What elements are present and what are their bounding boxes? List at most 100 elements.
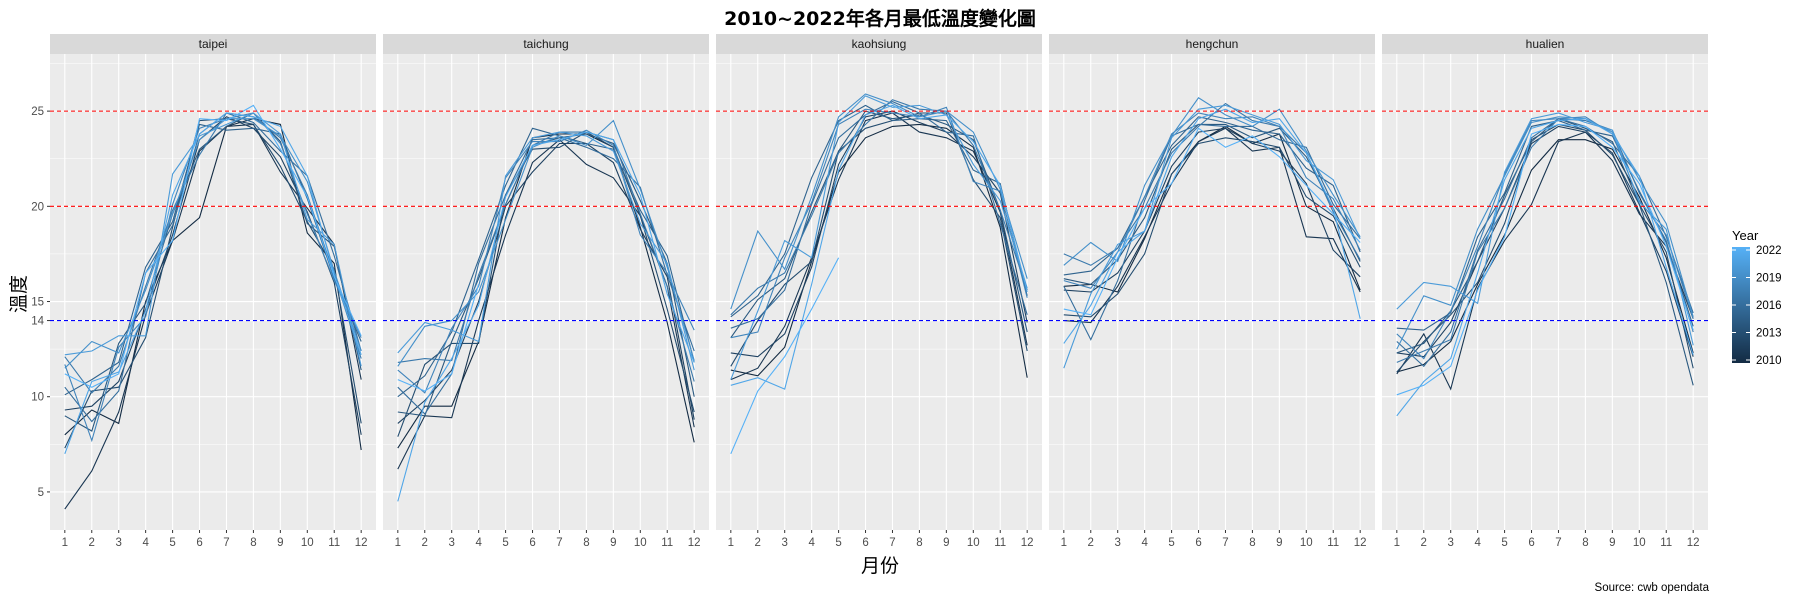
facet-strip-label: hengchun — [1186, 37, 1239, 51]
x-tick-label: 10 — [301, 537, 314, 549]
facet-strip-label: taipei — [199, 37, 228, 51]
series-line-2015 — [730, 104, 1028, 318]
facet-strip — [50, 34, 376, 54]
x-tick-label: 1 — [395, 537, 401, 549]
x-tick-label: 2 — [1421, 537, 1427, 549]
x-tick-label: 9 — [277, 537, 283, 549]
x-tick-label: 7 — [889, 537, 895, 549]
series-line-2011 — [1396, 131, 1694, 391]
x-tick-label: 9 — [1609, 537, 1615, 549]
x-tick-label: 8 — [1582, 537, 1588, 549]
y-axis-title: 溫度 — [8, 275, 30, 313]
series-line-2019 — [1063, 97, 1361, 266]
series-line-2021 — [64, 112, 362, 454]
series-line-2010 — [397, 133, 695, 449]
legend-title: Year — [1732, 228, 1759, 243]
series-line-2011 — [397, 138, 695, 470]
series-line-2022 — [730, 257, 840, 455]
legend-tick-label: 2013 — [1756, 328, 1782, 340]
y-tick-label: 15 — [31, 297, 44, 309]
series-line-2020 — [1063, 104, 1361, 369]
x-tick-label: 10 — [1633, 537, 1646, 549]
y-tick-label: 20 — [31, 201, 44, 213]
x-tick-label: 8 — [916, 537, 922, 549]
y-axis-ticks: 5 10 14 15 20 25 — [31, 106, 50, 499]
x-tick-label: 4 — [142, 537, 149, 549]
x-tick-label: 4 — [1474, 537, 1481, 549]
x-tick-label: 5 — [502, 537, 508, 549]
series-line-2021 — [730, 104, 1028, 390]
series-line-2022 — [397, 284, 480, 392]
facet-strip-label: kaohsiung — [852, 37, 907, 51]
series-line-2015 — [64, 123, 362, 396]
x-tick-label: 11 — [1327, 537, 1339, 549]
series-line-2020 — [730, 95, 1028, 380]
series-line-2019 — [730, 93, 1028, 310]
x-tick-label: 2 — [89, 537, 95, 549]
facet-background — [1382, 54, 1708, 530]
series-line-2019 — [397, 119, 695, 367]
x-tick-label: 6 — [1528, 537, 1534, 549]
chart-title: 2010~2022年各月最低溫度變化圖 — [724, 7, 1036, 30]
x-tick-label: 6 — [196, 537, 202, 549]
legend-tick-label: 2022 — [1756, 245, 1782, 257]
x-tick-label: 5 — [835, 537, 841, 549]
x-tick-label: 4 — [1141, 537, 1148, 549]
x-tick-label: 6 — [862, 537, 868, 549]
legend: Year 2010 2013 2016 2019 2022 — [1732, 228, 1782, 367]
x-tick-label: 2 — [1088, 537, 1094, 549]
x-tick-label: 10 — [967, 537, 980, 549]
legend-ticks: 2010 2013 2016 2019 2022 — [1732, 245, 1782, 367]
series-line-2012 — [1396, 125, 1694, 358]
facet-strip — [716, 34, 1042, 54]
x-tick-label: 3 — [1114, 537, 1120, 549]
series-line-2017 — [1396, 118, 1694, 363]
x-tick-label: 12 — [1354, 537, 1367, 549]
series-line-2022 — [1396, 123, 1694, 396]
x-tick-label: 6 — [529, 537, 535, 549]
facet-background — [50, 54, 376, 530]
x-tick-label: 9 — [1276, 537, 1282, 549]
series-line-2012 — [1063, 127, 1361, 293]
x-tick-label: 10 — [1300, 537, 1313, 549]
caption: Source: cwb opendata — [1595, 582, 1710, 594]
x-tick-label: 8 — [250, 537, 256, 549]
series-line-2011 — [730, 112, 1028, 381]
x-tick-label: 1 — [1061, 537, 1067, 549]
x-tick-label: 5 — [1168, 537, 1174, 549]
x-tick-label: 11 — [661, 537, 673, 549]
series-line-2015 — [1396, 120, 1694, 331]
x-tick-label: 3 — [1447, 537, 1453, 549]
x-tick-label: 5 — [169, 537, 175, 549]
series-line-2012 — [730, 110, 1028, 358]
x-tick-label: 7 — [1555, 537, 1561, 549]
x-tick-label: 12 — [1687, 537, 1700, 549]
x-axis-title: 月份 — [861, 555, 899, 577]
facet-background — [716, 54, 1042, 530]
x-tick-label: 7 — [556, 537, 562, 549]
y-tick-label: 10 — [31, 392, 44, 404]
series-line-2011 — [1063, 127, 1361, 324]
x-tick-label: 3 — [781, 537, 787, 549]
series-line-2013 — [1063, 137, 1361, 318]
series-line-2017 — [730, 99, 1028, 316]
legend-tick-label: 2019 — [1756, 273, 1782, 285]
x-tick-label: 3 — [448, 537, 454, 549]
x-tick-label: 9 — [943, 537, 949, 549]
x-tick-label: 8 — [1249, 537, 1255, 549]
x-tick-label: 9 — [610, 537, 616, 549]
series-line-2017 — [397, 131, 695, 382]
x-tick-label: 7 — [1222, 537, 1228, 549]
x-tick-label: 12 — [688, 537, 701, 549]
series-line-2020 — [64, 112, 362, 367]
x-tick-label: 7 — [223, 537, 229, 549]
series-line-2020 — [397, 131, 695, 371]
series-line-2022 — [64, 104, 362, 388]
x-tick-label: 11 — [328, 537, 340, 549]
x-tick-label: 8 — [583, 537, 589, 549]
